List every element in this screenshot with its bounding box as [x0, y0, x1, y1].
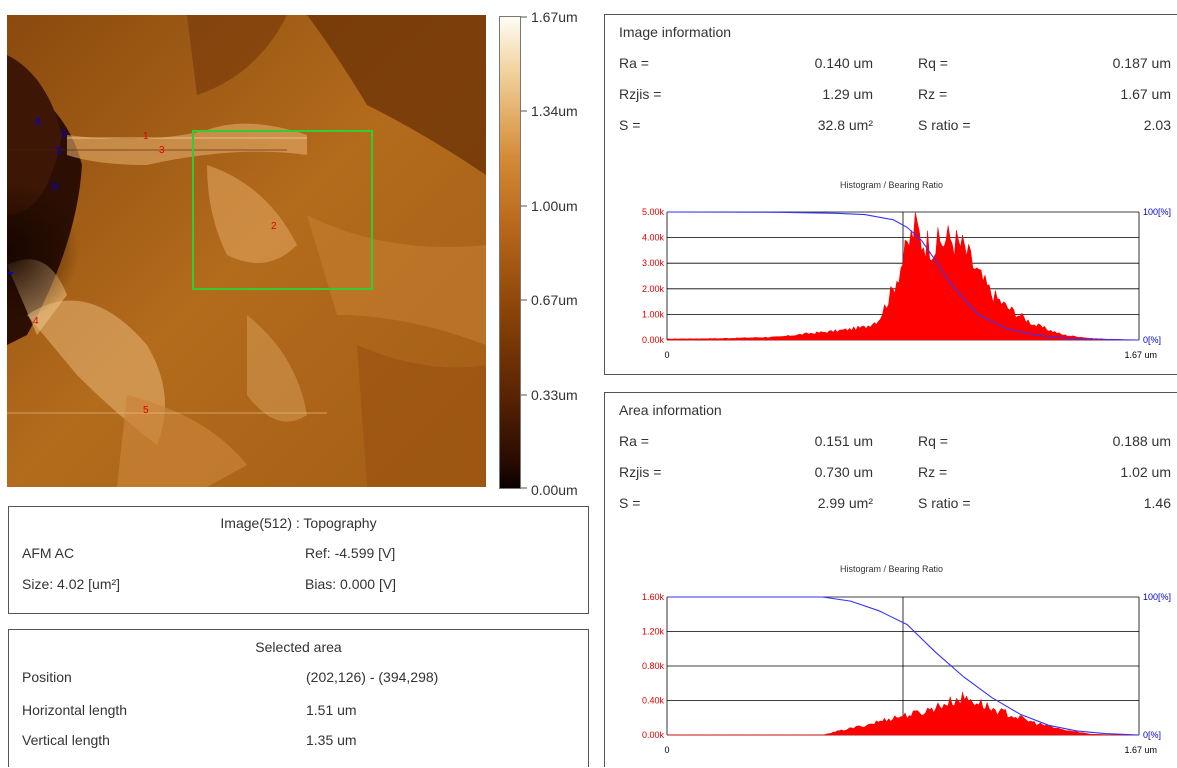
- stat-label: S ratio =: [918, 117, 971, 133]
- colorbar-label: 0.67um: [531, 292, 578, 308]
- histogram-chart-2: 1.60k 1.20k 0.80k 0.40k 0.00k 100[%] 0[%] 0 1.67…: [642, 592, 1171, 755]
- marker-label: 5: [143, 405, 149, 416]
- marker-label: 4: [33, 316, 39, 327]
- y-tick-label: 1.60k: [642, 592, 665, 602]
- histogram-title: Histogram / Bearing Ratio: [839, 564, 944, 574]
- image-details-panel: Image(512) : Topography AFM AC Ref: -4.5…: [8, 506, 589, 614]
- profile-markers: 1 2 3 4 5 8 9 5 8: [33, 117, 277, 416]
- stat-value: 2.99 um²: [817, 495, 873, 511]
- y-tick-label: 1.20k: [642, 627, 665, 637]
- image-title: Image(512) : Topography: [220, 515, 377, 531]
- stat-value: 0.187 um: [1112, 55, 1171, 71]
- stat-value: 0.730 um: [814, 464, 873, 480]
- vertical-length-label: Vertical length: [22, 732, 110, 748]
- y-tick-label: 0.80k: [642, 661, 665, 671]
- colorbar-label: 0.33um: [531, 387, 578, 403]
- stat-value: 1.46: [1143, 495, 1171, 511]
- histogram-area: [666, 211, 1140, 341]
- stat-value: 0.151 um: [814, 433, 873, 449]
- histogram-area: [667, 692, 1139, 736]
- marker-label: 1: [143, 131, 149, 142]
- horizontal-length-label: Horizontal length: [22, 702, 128, 718]
- histogram-title: Histogram / Bearing Ratio: [839, 180, 944, 190]
- marker-label: 5: [56, 146, 62, 157]
- y-tick-label: 0.00k: [642, 730, 665, 740]
- stat-value: 1.67 um: [1120, 86, 1171, 102]
- y-tick-label: 3.00k: [642, 258, 665, 268]
- marker-label: 2: [271, 221, 277, 232]
- colorbar-label: 1.67um: [531, 9, 578, 25]
- stat-value: 32.8 um²: [817, 117, 873, 133]
- area-information-panel: Area information Ra = 0.151 um Rq = 0.18…: [604, 392, 1177, 767]
- colorbar-label: 1.00um: [531, 198, 578, 214]
- colorbar-ticks: [521, 16, 527, 489]
- stat-label: Ra =: [619, 55, 649, 71]
- histogram-chart-1: 5.00k 4.00k 3.00k 2.00k 1.00k 0.00k 100[%] 0[%]…: [642, 207, 1171, 360]
- colorbar-label: 0.00um: [531, 482, 578, 498]
- marker-label: 8: [35, 117, 41, 128]
- horizontal-length-value: 1.51 um: [306, 702, 357, 718]
- y-tick-label: 0.00k: [642, 335, 665, 345]
- selected-area-title: Selected area: [255, 639, 342, 655]
- image-information-title: Image information: [619, 24, 732, 40]
- stat-value: 1.02 um: [1120, 464, 1171, 480]
- y-tick-label: 4.00k: [642, 233, 665, 243]
- stat-label: Rz =: [918, 86, 948, 102]
- stat-label: S ratio =: [918, 495, 971, 511]
- bearing-ratio-curve: [666, 211, 1140, 341]
- right-axis-bottom-label: 0[%]: [1143, 730, 1161, 740]
- right-axis-top-label: 100[%]: [1143, 592, 1171, 602]
- stat-label: Rz =: [918, 464, 948, 480]
- stat-label: Rzjis =: [619, 464, 662, 480]
- stat-label: Ra =: [619, 433, 649, 449]
- ref-voltage: Ref: -4.599 [V]: [305, 545, 396, 561]
- y-tick-label: 5.00k: [642, 207, 665, 217]
- area-information-title: Area information: [619, 402, 722, 418]
- position-value: (202,126) - (394,298): [306, 669, 439, 685]
- y-tick-label: 0.40k: [642, 696, 665, 706]
- stat-value: 0.140 um: [814, 55, 873, 71]
- marker-label: 3: [159, 145, 165, 156]
- bearing-ratio-curve: [667, 596, 1140, 736]
- vertical-length-value: 1.35 um: [306, 732, 357, 748]
- x-min-label: 0: [664, 350, 669, 360]
- colorbar-label: 1.34um: [531, 103, 578, 119]
- y-tick-label: 2.00k: [642, 284, 665, 294]
- image-information-panel: Image information Ra = 0.140 um Rq = 0.1…: [604, 14, 1177, 375]
- stat-label: S =: [619, 495, 641, 511]
- colorbar: [499, 16, 521, 489]
- x-max-label: 1.67 um: [1124, 745, 1157, 755]
- bias-voltage: Bias: 0.000 [V]: [305, 576, 397, 592]
- marker-label: 9: [61, 129, 67, 140]
- right-axis-bottom-label: 0[%]: [1143, 335, 1161, 345]
- stat-value: 0.188 um: [1112, 433, 1171, 449]
- x-max-label: 1.67 um: [1124, 350, 1157, 360]
- stat-value: 1.29 um: [822, 86, 873, 102]
- y-tick-label: 1.00k: [642, 309, 665, 319]
- selected-area-panel: Selected area Position (202,126) - (394,…: [8, 629, 589, 767]
- stat-value: 2.03: [1143, 117, 1171, 133]
- mode-label: AFM AC: [22, 545, 75, 561]
- stat-label: Rq =: [918, 55, 948, 71]
- position-label: Position: [22, 669, 72, 685]
- right-axis-top-label: 100[%]: [1143, 207, 1171, 217]
- stat-label: S =: [619, 117, 641, 133]
- stat-label: Rq =: [918, 433, 948, 449]
- stat-label: Rzjis =: [619, 86, 662, 102]
- afm-image[interactable]: 1 2 3 4 5 8 9 5 8: [7, 15, 486, 487]
- scan-size: Size: 4.02 [um²]: [22, 576, 121, 592]
- x-min-label: 0: [664, 745, 669, 755]
- selection-rectangle[interactable]: [192, 130, 373, 290]
- marker-label: 8: [52, 182, 58, 193]
